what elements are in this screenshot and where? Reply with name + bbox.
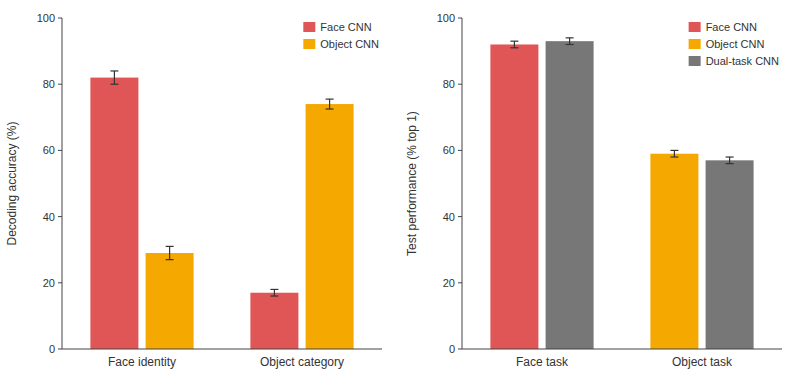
y-axis bbox=[462, 18, 463, 349]
error-bar bbox=[166, 246, 174, 259]
error-bar bbox=[510, 41, 518, 48]
bar bbox=[650, 154, 698, 349]
bar bbox=[90, 78, 138, 349]
y-tick-label: 80 bbox=[443, 78, 455, 90]
y-tick bbox=[58, 349, 62, 350]
chart: 0 20 40 60 80 100 Face identity Object category… bbox=[5, 12, 382, 369]
legend-swatch bbox=[689, 22, 701, 32]
error-bar bbox=[670, 150, 678, 157]
y-tick bbox=[58, 18, 62, 19]
y-tick bbox=[58, 216, 62, 217]
error-bar bbox=[110, 71, 118, 84]
y-tick bbox=[458, 150, 462, 151]
y-tick-label: 20 bbox=[443, 277, 455, 289]
x-tick-label: Object category bbox=[260, 355, 344, 369]
x-axis bbox=[62, 349, 382, 350]
y-axis-label: Test performance (% top 1) bbox=[405, 111, 419, 256]
legend-swatch bbox=[303, 22, 315, 32]
legend-label: Face CNN bbox=[706, 21, 757, 33]
y-tick-label: 100 bbox=[37, 12, 55, 24]
error-bar bbox=[326, 99, 334, 109]
y-axis bbox=[62, 18, 63, 349]
y-tick-label: 40 bbox=[443, 211, 455, 223]
y-tick bbox=[458, 216, 462, 217]
x-tick-label: Object task bbox=[672, 355, 733, 369]
legend-swatch bbox=[689, 39, 701, 49]
plot-area bbox=[490, 38, 753, 349]
y-tick bbox=[458, 282, 462, 283]
y-tick bbox=[58, 150, 62, 151]
legend: Face CNN Object CNN bbox=[303, 21, 379, 50]
y-tick-label: 60 bbox=[443, 144, 455, 156]
y-tick-label: 0 bbox=[449, 343, 455, 355]
legend-label: Object CNN bbox=[320, 38, 379, 50]
bar bbox=[146, 253, 194, 349]
y-tick-label: 80 bbox=[43, 78, 55, 90]
y-tick bbox=[58, 84, 62, 85]
bar bbox=[706, 160, 754, 349]
bar bbox=[306, 104, 354, 349]
error-bar bbox=[270, 289, 278, 296]
plot-area bbox=[90, 71, 353, 349]
y-tick-label: 100 bbox=[437, 12, 455, 24]
y-tick bbox=[458, 18, 462, 19]
y-tick-label: 0 bbox=[49, 343, 55, 355]
legend-swatch bbox=[303, 39, 315, 49]
bar bbox=[490, 44, 538, 349]
x-axis bbox=[462, 349, 782, 350]
legend-swatch bbox=[689, 56, 701, 66]
error-bar bbox=[726, 157, 734, 164]
y-tick bbox=[458, 84, 462, 85]
y-axis-label: Decoding accuracy (%) bbox=[5, 121, 19, 245]
y-tick bbox=[458, 349, 462, 350]
y-tick-label: 60 bbox=[43, 144, 55, 156]
bar bbox=[546, 41, 594, 349]
legend: Face CNN Object CNN Dual-task CNN bbox=[689, 21, 779, 67]
bar bbox=[250, 293, 298, 349]
y-tick-label: 20 bbox=[43, 277, 55, 289]
legend-label: Face CNN bbox=[320, 21, 371, 33]
y-tick bbox=[58, 282, 62, 283]
legend-label: Dual-task CNN bbox=[706, 55, 779, 67]
legend-label: Object CNN bbox=[706, 38, 765, 50]
y-tick-label: 40 bbox=[43, 211, 55, 223]
x-tick-label: Face identity bbox=[108, 355, 176, 369]
chart: 0 20 40 60 80 100 Face task Object task Test per… bbox=[405, 12, 782, 369]
error-bar bbox=[566, 38, 574, 45]
figure: 0 20 40 60 80 100 Face identity Object category… bbox=[0, 0, 800, 391]
x-tick-label: Face task bbox=[516, 355, 569, 369]
